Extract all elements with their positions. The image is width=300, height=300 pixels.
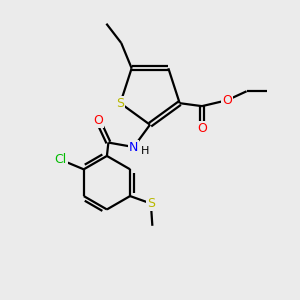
Text: N: N: [129, 140, 138, 154]
Text: S: S: [116, 97, 124, 110]
Text: S: S: [147, 197, 155, 210]
Text: O: O: [93, 114, 103, 127]
Text: O: O: [222, 94, 232, 107]
Text: Cl: Cl: [54, 153, 67, 166]
Text: H: H: [141, 146, 149, 156]
Text: O: O: [197, 122, 207, 135]
